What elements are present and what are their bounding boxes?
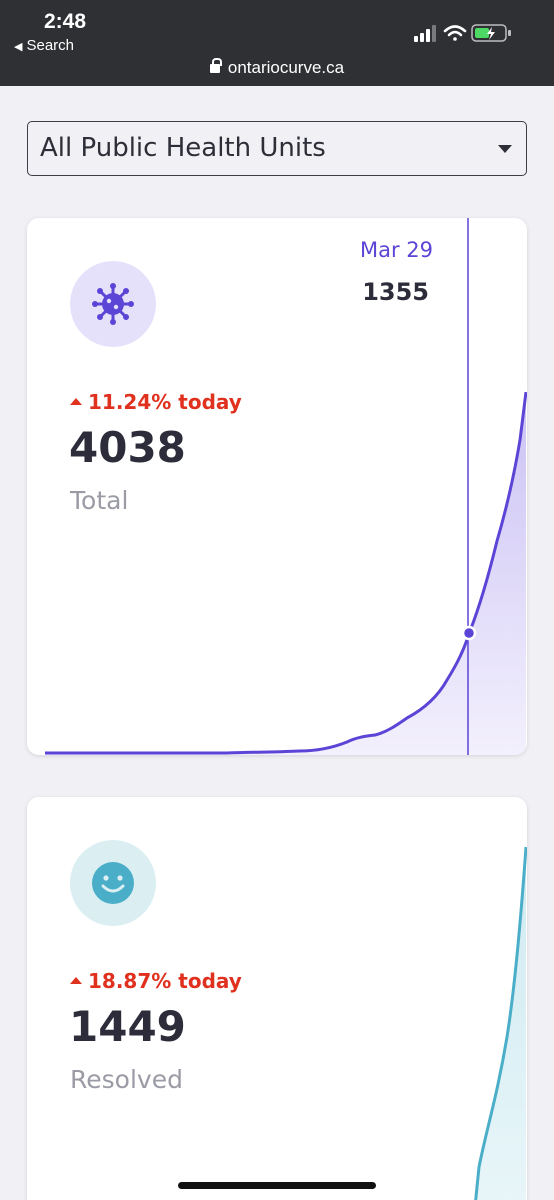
lock-icon (209, 58, 222, 73)
daily-change: 11.24% today (70, 390, 242, 414)
total-line (45, 391, 527, 755)
resolved-cases-chart[interactable] (27, 797, 527, 1200)
region-select-value: All Public Health Units (40, 133, 326, 163)
region-select[interactable]: All Public Health Units (27, 121, 527, 176)
virus-icon-badge (70, 261, 156, 347)
system-status-icons (414, 24, 511, 42)
daily-change-text: 11.24% today (88, 390, 242, 414)
resolved-area (475, 847, 526, 1200)
resolved-count: 1449 (69, 1002, 186, 1051)
signal-icon (414, 25, 436, 42)
tooltip-date: Mar 29 (359, 238, 433, 262)
total-cases-card[interactable]: Mar 29 1355 11.24% today 4038 Total (27, 218, 527, 755)
card-label: Total (70, 486, 129, 515)
home-indicator[interactable] (178, 1182, 376, 1189)
daily-change-text: 18.87% today (88, 969, 242, 993)
smiley-icon (92, 862, 134, 904)
back-to-search-link[interactable]: ◀ Search (14, 37, 74, 54)
arrow-up-icon (70, 398, 82, 405)
smiley-icon-badge (70, 840, 156, 926)
arrow-up-icon (70, 977, 82, 984)
address-bar[interactable]: ontariocurve.ca (0, 58, 554, 78)
total-count: 4038 (69, 423, 186, 472)
resolved-line (474, 846, 527, 1200)
card-label: Resolved (70, 1065, 183, 1094)
status-bar: 2:48 ◀ Search ontariocurve.ca (0, 0, 554, 86)
total-area (45, 392, 526, 755)
battery-icon (471, 24, 511, 42)
back-label: Search (26, 37, 74, 54)
virus-icon (92, 283, 134, 325)
url-text: ontariocurve.ca (227, 58, 345, 77)
clock: 2:48 (44, 10, 87, 33)
resolved-cases-card[interactable]: 18.87% today 1449 Resolved (27, 797, 527, 1200)
wifi-icon (443, 25, 467, 41)
back-arrow-icon: ◀ (14, 41, 23, 53)
total-cases-chart[interactable] (27, 218, 527, 755)
tooltip-value: 1355 (362, 278, 429, 306)
daily-change: 18.87% today (70, 969, 242, 993)
hover-point (461, 625, 477, 641)
chevron-down-icon (498, 145, 512, 153)
